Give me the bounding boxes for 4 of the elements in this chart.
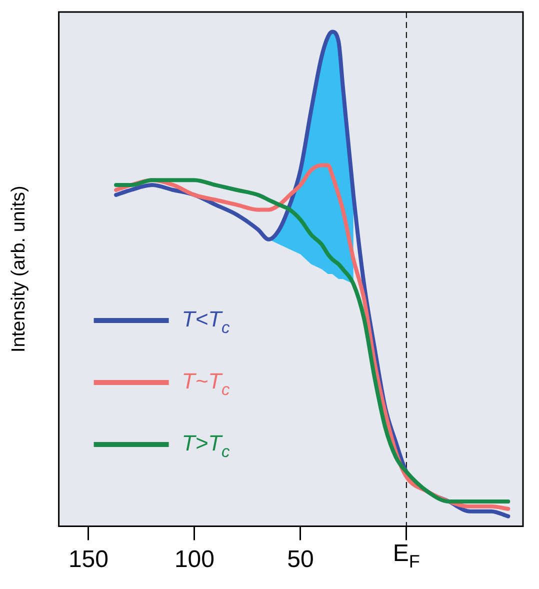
x-tick-label: 150	[68, 546, 108, 574]
y-axis-title: Intensity (arb. units)	[8, 186, 30, 353]
x-tick-label: 100	[174, 546, 214, 574]
x-tick-label: 50	[287, 546, 314, 574]
